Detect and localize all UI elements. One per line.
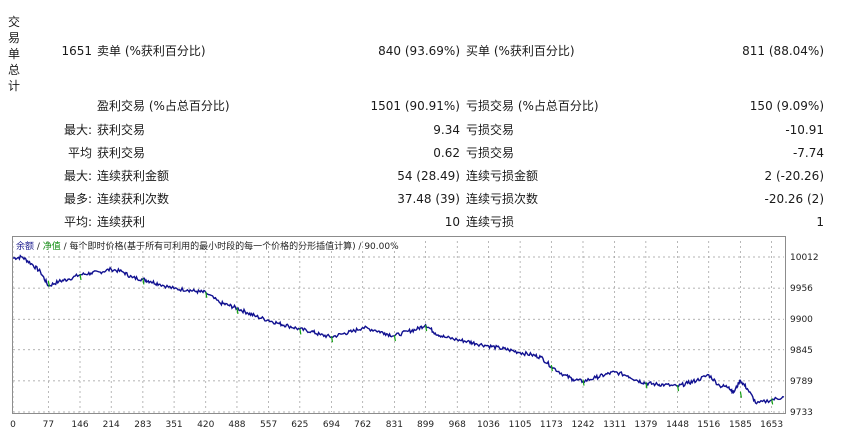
y-tick-label: 9789: [790, 377, 813, 387]
row-right-value: 2 (-20.26): [764, 169, 825, 183]
y-tick-label: 9733: [790, 408, 813, 418]
x-tick-label: 1379: [634, 420, 657, 430]
loss-trades-value: 150 (9.09%): [749, 99, 824, 113]
side-label: 交易单总计: [8, 15, 21, 93]
x-tick-label: 1516: [697, 420, 720, 430]
long-trades-value: 811 (88.04%): [742, 44, 824, 58]
legend-separator: /: [34, 242, 43, 252]
x-tick-label: 214: [103, 420, 120, 430]
x-tick-label: 899: [417, 420, 434, 430]
row-left-label: 获利交易: [97, 123, 146, 137]
x-tick-label: 1173: [540, 420, 563, 430]
x-tick-label: 351: [165, 420, 182, 430]
x-tick-label: 762: [354, 420, 371, 430]
row-right-value: -7.74: [792, 146, 824, 160]
row-prefix: 平均:: [63, 215, 92, 229]
x-tick-label: 694: [323, 420, 340, 430]
row-prefix: 最大:: [63, 169, 92, 183]
x-tick-label: 283: [134, 420, 151, 430]
row-left-label: 连续获利: [97, 215, 146, 229]
row-left-value: 54 (28.49): [397, 169, 460, 183]
x-tick-label: 1105: [509, 420, 532, 430]
profit-trades-label: 盈利交易 (%占总百分比): [97, 99, 230, 113]
row-right-value: -10.91: [785, 123, 824, 137]
x-tick-label: 77: [43, 420, 54, 430]
x-tick-label: 1036: [477, 420, 500, 430]
legend-description: / 每个即时价格(基于所有可利用的最小时段的每一个价格的分形插值计算) / 90…: [60, 242, 399, 252]
x-tick-label: 625: [291, 420, 308, 430]
row-right-label: 连续亏损金额: [466, 169, 539, 183]
row-left-value: 0.62: [433, 146, 460, 160]
loss-trades-label: 亏损交易 (%占总百分比): [466, 99, 599, 113]
y-tick-label: 10012: [790, 253, 819, 263]
x-tick-label: 488: [228, 420, 245, 430]
x-tick-label: 1448: [666, 420, 689, 430]
y-tick-label: 9845: [790, 346, 813, 356]
y-tick-label: 9956: [790, 284, 813, 294]
row-left-value: 10: [444, 215, 460, 229]
equity-chart-frame: [12, 236, 786, 414]
row-prefix: 最多:: [63, 192, 92, 206]
x-tick-label: 0: [10, 420, 16, 430]
x-tick-label: 1311: [603, 420, 626, 430]
row-left-value: 9.34: [433, 123, 460, 137]
row-right-label: 亏损交易: [466, 146, 515, 160]
short-trades-label: 卖单 (%获利百分比): [97, 44, 206, 58]
row-left-value: 37.48 (39): [397, 192, 460, 206]
legend-balance: 余额: [16, 242, 35, 252]
row-right-value: 1: [816, 215, 824, 229]
chart-legend: 余额 / 净值 / 每个即时价格(基于所有可利用的最小时段的每一个价格的分形插值…: [16, 239, 399, 252]
x-tick-label: 146: [71, 420, 88, 430]
row-right-label: 连续亏损: [466, 215, 515, 229]
long-trades-label: 买单 (%获利百分比): [466, 44, 575, 58]
row-right-label: 连续亏损次数: [466, 192, 539, 206]
row-left-label: 连续获利次数: [97, 192, 170, 206]
row-right-label: 亏损交易: [466, 123, 515, 137]
x-tick-label: 420: [197, 420, 214, 430]
row-right-value: -20.26 (2): [764, 192, 825, 206]
row-prefix: 平均: [67, 146, 92, 160]
x-tick-label: 831: [386, 420, 403, 430]
row-prefix: 最大:: [63, 123, 92, 137]
profit-trades-value: 1501 (90.91%): [370, 99, 460, 113]
short-trades-value: 840 (93.69%): [378, 44, 460, 58]
row-left-label: 获利交易: [97, 146, 146, 160]
y-tick-label: 9900: [790, 315, 813, 325]
x-tick-label: 968: [449, 420, 466, 430]
x-tick-label: 557: [260, 420, 277, 430]
x-tick-label: 1653: [760, 420, 783, 430]
total-trades-value: 1651: [61, 44, 92, 58]
row-left-label: 连续获利金额: [97, 169, 170, 183]
legend-equity: 净值: [42, 242, 61, 252]
x-tick-label: 1242: [572, 420, 595, 430]
x-tick-label: 1585: [729, 420, 752, 430]
